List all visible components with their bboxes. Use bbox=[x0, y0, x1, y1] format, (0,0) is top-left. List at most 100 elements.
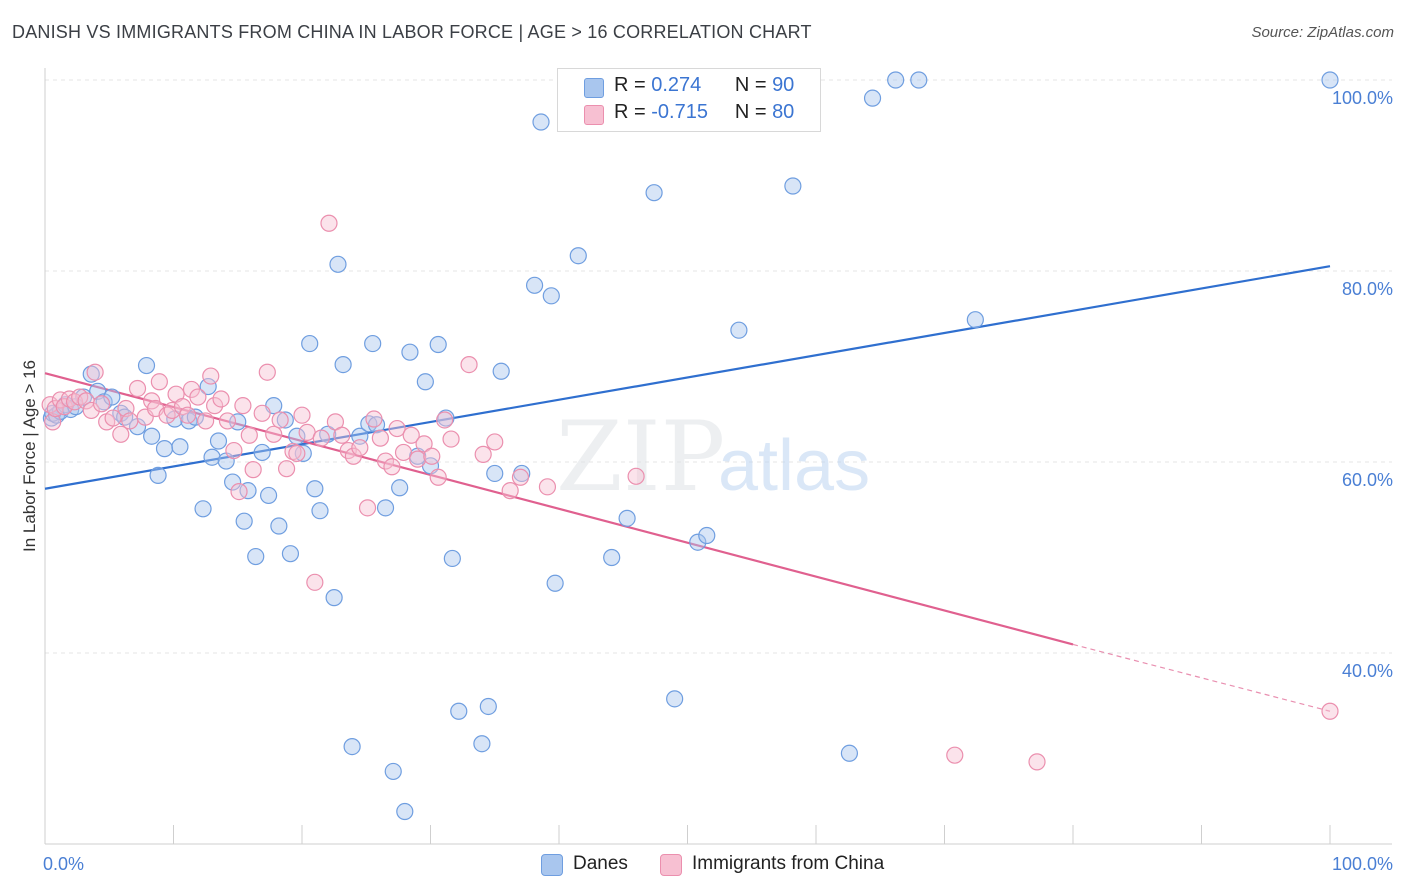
gridlines bbox=[45, 79, 1392, 654]
china-point bbox=[376, 452, 395, 470]
danes-point bbox=[473, 735, 491, 753]
china-point bbox=[112, 425, 130, 443]
danes-point bbox=[546, 574, 564, 592]
china-point bbox=[306, 573, 324, 591]
china-swatch bbox=[584, 105, 604, 125]
china-point bbox=[82, 401, 100, 420]
china-point bbox=[371, 429, 389, 447]
tick-labels: 40.0% 60.0% 80.0% 100.0% 0.0% 100.0% bbox=[43, 88, 1393, 874]
danes-point bbox=[376, 499, 395, 517]
china-point bbox=[197, 412, 215, 430]
danes-point bbox=[525, 276, 544, 294]
n-label: N = bbox=[734, 101, 767, 123]
chart-title: DANISH VS IMMIGRANTS FROM CHINA IN LABOR… bbox=[12, 22, 812, 42]
china-point bbox=[212, 390, 230, 408]
danes-point bbox=[235, 512, 253, 530]
china-point bbox=[121, 412, 139, 430]
china-point bbox=[128, 379, 147, 398]
danes-point bbox=[863, 89, 882, 107]
danes-point bbox=[450, 702, 468, 720]
danes-point bbox=[143, 427, 161, 445]
danes-point bbox=[364, 334, 382, 353]
china-point bbox=[244, 461, 262, 479]
china-point bbox=[265, 425, 283, 443]
y-tick-label: 40.0% bbox=[1342, 661, 1393, 681]
china-point bbox=[402, 426, 420, 444]
china-point bbox=[225, 441, 243, 460]
china-point bbox=[277, 460, 296, 478]
china-point bbox=[258, 363, 276, 381]
trend-lines bbox=[44, 265, 1331, 712]
n-label: N = bbox=[734, 74, 767, 96]
china-point bbox=[423, 447, 441, 465]
china-point bbox=[501, 482, 519, 500]
china-point bbox=[442, 430, 460, 448]
china-point bbox=[511, 468, 530, 486]
danes-point bbox=[247, 547, 265, 566]
china-legend-label: Immigrants from China bbox=[692, 853, 885, 874]
china-point bbox=[344, 447, 362, 465]
china-point bbox=[44, 413, 62, 431]
china-point bbox=[271, 411, 289, 429]
china-point bbox=[163, 401, 181, 420]
source-label: Source: ZipAtlas.com bbox=[1251, 24, 1394, 41]
danes-point bbox=[259, 486, 278, 505]
y-tick-label: 80.0% bbox=[1342, 279, 1393, 299]
china-point bbox=[627, 467, 645, 485]
china-point bbox=[150, 373, 168, 391]
danes-point bbox=[194, 500, 212, 518]
china-point bbox=[333, 426, 351, 444]
danes-point bbox=[329, 255, 347, 273]
danes-point bbox=[532, 113, 550, 131]
danes-point bbox=[645, 184, 663, 202]
danes-point bbox=[542, 287, 560, 305]
danes-point bbox=[966, 311, 984, 329]
r-value-china: -0.715 bbox=[651, 101, 708, 123]
china-point bbox=[415, 435, 433, 453]
danes-point bbox=[334, 355, 352, 374]
china-point bbox=[365, 410, 383, 428]
danes-point bbox=[103, 388, 121, 406]
china-point bbox=[218, 412, 237, 430]
china-trend-extension bbox=[1072, 643, 1331, 712]
china-point bbox=[189, 388, 207, 406]
danes-point bbox=[209, 432, 228, 450]
danes-point bbox=[294, 444, 312, 463]
danes-point bbox=[325, 589, 343, 607]
china-point bbox=[320, 214, 338, 232]
danes-point bbox=[569, 247, 587, 265]
watermark: ZIP atlas bbox=[556, 401, 870, 513]
china-point bbox=[253, 404, 271, 422]
china-point bbox=[312, 429, 330, 447]
danes-point bbox=[618, 509, 636, 527]
y-tick-label: 100.0% bbox=[1332, 88, 1393, 108]
danes-point bbox=[203, 448, 221, 466]
danes-point bbox=[603, 548, 621, 567]
danes-legend-label: Danes bbox=[573, 853, 628, 874]
china-point bbox=[394, 443, 413, 462]
danes-point bbox=[276, 411, 294, 429]
danes-point bbox=[199, 377, 217, 396]
danes-point bbox=[416, 373, 434, 391]
danes-legend-swatch bbox=[541, 854, 563, 876]
danes-point bbox=[479, 697, 497, 716]
danes-point bbox=[840, 744, 859, 762]
data-points bbox=[41, 71, 1339, 821]
danes-point bbox=[730, 321, 748, 339]
danes-point bbox=[253, 443, 271, 462]
r-value-danes: 0.274 bbox=[651, 74, 702, 96]
china-point bbox=[240, 426, 258, 444]
china-legend-swatch bbox=[660, 854, 682, 876]
x-tick-label: 100.0% bbox=[1332, 854, 1393, 874]
china-point bbox=[388, 419, 406, 438]
china-point bbox=[230, 483, 248, 501]
china-point bbox=[436, 411, 454, 429]
china-point bbox=[104, 409, 122, 427]
china-point bbox=[351, 439, 369, 457]
r-label: R = bbox=[614, 74, 646, 96]
danes-point bbox=[401, 343, 419, 361]
danes-point bbox=[1321, 71, 1339, 89]
danes-trend-line bbox=[44, 265, 1331, 490]
danes-swatch bbox=[584, 78, 604, 98]
danes-point bbox=[155, 440, 174, 458]
